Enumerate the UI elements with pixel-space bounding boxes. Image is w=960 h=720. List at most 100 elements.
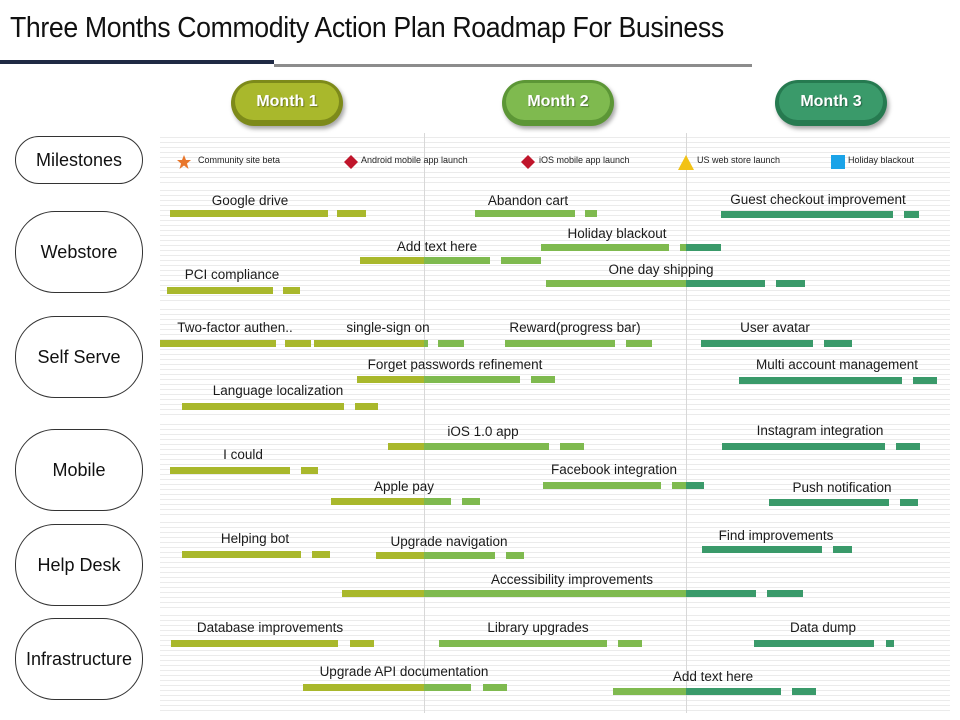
- task-label: PCI compliance: [184, 267, 280, 282]
- task-bar: [686, 688, 781, 695]
- task-bar: [388, 443, 424, 450]
- milestone-label: US web store launch: [697, 155, 781, 165]
- task-bar: [754, 640, 874, 647]
- task-label: Instagram integration: [756, 423, 884, 438]
- task-bar: [357, 376, 424, 383]
- row-label-webstore: Webstore: [15, 211, 143, 293]
- diamond-icon: [521, 155, 535, 169]
- task-bar: [686, 482, 704, 489]
- task-bar: [833, 546, 852, 553]
- task-bar: [301, 467, 318, 474]
- task-bar: [686, 244, 721, 251]
- task-bar: [739, 377, 902, 384]
- task-bar: [424, 340, 428, 347]
- task-label: User avatar: [740, 320, 810, 335]
- task-bar: [424, 552, 495, 559]
- self-serve-band: [160, 305, 950, 417]
- task-bar: [312, 551, 330, 558]
- task-bar: [337, 210, 366, 217]
- row-label-help-desk: Help Desk: [15, 524, 143, 606]
- task-bar: [904, 211, 919, 218]
- title-underline-dark: [0, 60, 274, 64]
- task-label: Reward(progress bar): [509, 320, 641, 335]
- task-bar: [896, 443, 920, 450]
- task-bar: [376, 552, 424, 559]
- task-label: Upgrade navigation: [390, 534, 508, 549]
- task-label: Apple pay: [373, 479, 435, 494]
- task-bar: [438, 340, 464, 347]
- task-bar: [721, 211, 893, 218]
- diamond-icon: [344, 155, 358, 169]
- task-bar: [285, 340, 311, 347]
- task-label: Add text here: [396, 239, 478, 254]
- task-bar: [686, 280, 765, 287]
- row-label-milestones: Milestones: [15, 136, 143, 184]
- task-label: Abandon cart: [487, 193, 569, 208]
- milestones-band: [160, 133, 950, 183]
- task-bar: [792, 688, 816, 695]
- task-label: Language localization: [212, 383, 344, 398]
- task-bar: [424, 684, 471, 691]
- task-bar: [424, 376, 520, 383]
- task-bar: [722, 443, 885, 450]
- task-bar: [360, 257, 424, 264]
- page-title: Three Months Commodity Action Plan Roadm…: [10, 12, 724, 44]
- infrastructure-band: [160, 611, 950, 713]
- task-bar: [475, 210, 575, 217]
- task-bar: [886, 640, 894, 647]
- task-bar: [167, 287, 273, 294]
- task-bar: [439, 640, 607, 647]
- task-bar: [283, 287, 300, 294]
- task-bar: [483, 684, 507, 691]
- task-label: One day shipping: [608, 262, 714, 277]
- task-bar: [613, 688, 686, 695]
- task-label: Accessibility improvements: [490, 572, 654, 587]
- task-label: Data dump: [789, 620, 857, 635]
- task-label: Helping bot: [220, 531, 290, 546]
- task-label: Forget passwords refinement: [367, 357, 543, 372]
- task-label: Two-factor authen..: [177, 320, 293, 335]
- milestone-label: Android mobile app launch: [361, 155, 468, 165]
- task-bar: [171, 640, 338, 647]
- row-label-infrastructure: Infrastructure: [15, 618, 143, 700]
- task-bar: [170, 210, 328, 217]
- month-divider-1: [424, 133, 425, 713]
- task-bar: [331, 498, 424, 505]
- task-bar: [769, 499, 889, 506]
- task-bar: [541, 244, 669, 251]
- task-bar: [776, 280, 805, 287]
- task-bar: [672, 482, 686, 489]
- task-bar: [462, 498, 480, 505]
- task-bar: [182, 403, 344, 410]
- task-label: Library upgrades: [487, 620, 589, 635]
- task-label: Facebook integration: [550, 462, 678, 477]
- month-1-header: Month 1: [231, 80, 343, 126]
- task-label: Google drive: [211, 193, 289, 208]
- star-icon: [177, 155, 191, 169]
- task-label: single-sign on: [346, 320, 430, 335]
- task-bar: [702, 546, 822, 553]
- task-bar: [424, 590, 686, 597]
- task-label: Guest checkout improvement: [730, 192, 906, 207]
- square-icon: [831, 155, 845, 169]
- row-label-self-serve: Self Serve: [15, 316, 143, 398]
- task-bar: [501, 257, 541, 264]
- task-bar: [900, 499, 918, 506]
- task-bar: [546, 280, 686, 287]
- row-label-mobile: Mobile: [15, 429, 143, 511]
- task-label: Push notification: [792, 480, 892, 495]
- month-3-header: Month 3: [775, 80, 887, 126]
- triangle-icon: [678, 155, 694, 170]
- task-bar: [342, 590, 424, 597]
- task-label: Find improvements: [718, 528, 834, 543]
- task-bar: [505, 340, 615, 347]
- task-bar: [355, 403, 378, 410]
- task-bar: [350, 640, 374, 647]
- task-bar: [182, 551, 301, 558]
- task-bar: [531, 376, 555, 383]
- task-bar: [560, 443, 584, 450]
- month-1-label: Month 1: [235, 83, 339, 120]
- task-bar: [303, 684, 424, 691]
- task-bar: [170, 467, 290, 474]
- task-bar: [618, 640, 642, 647]
